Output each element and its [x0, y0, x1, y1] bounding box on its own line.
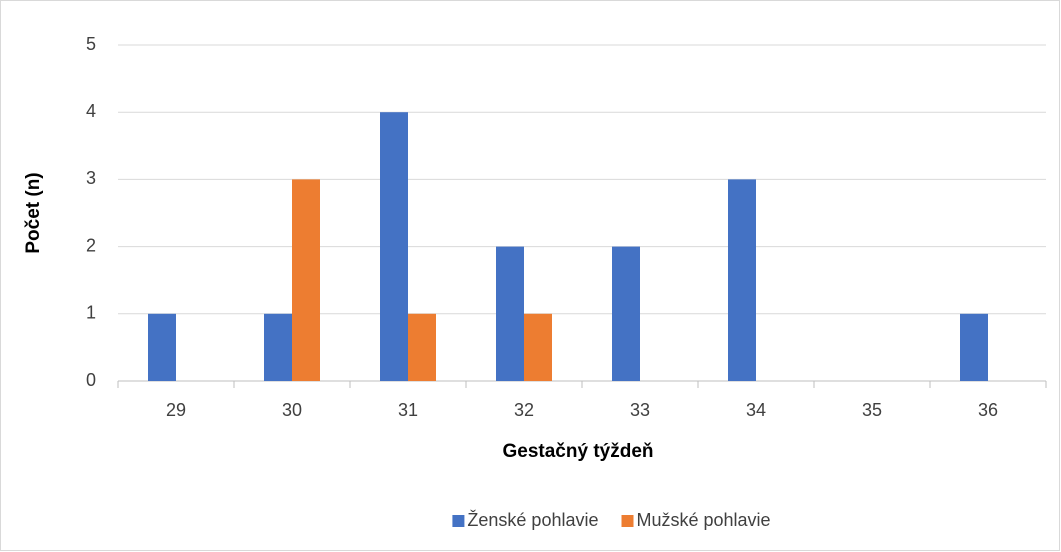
- y-tick-label: 2: [86, 235, 96, 255]
- bar: [292, 179, 320, 381]
- y-axis-title: Počet (n): [23, 172, 44, 253]
- y-tick-label: 3: [86, 168, 96, 188]
- bar: [408, 313, 436, 381]
- x-tick-label: 36: [978, 400, 998, 420]
- bar: [380, 112, 408, 381]
- x-tick-label: 35: [862, 400, 882, 420]
- bar: [524, 313, 552, 381]
- x-tick-label: 32: [514, 400, 534, 420]
- x-tick-label: 31: [398, 400, 418, 420]
- legend-swatch: [621, 515, 634, 527]
- x-tick-label: 33: [630, 400, 650, 420]
- x-tick-label: 30: [282, 400, 302, 420]
- bar: [612, 246, 640, 381]
- y-tick-label: 1: [86, 303, 96, 323]
- y-tick-label: 0: [86, 370, 96, 390]
- x-axis-title: Gestačný týždeň: [503, 441, 654, 462]
- legend-label: Ženské pohlavie: [467, 510, 598, 530]
- bar: [496, 246, 524, 381]
- y-tick-label: 5: [86, 34, 96, 54]
- y-tick-label: 4: [86, 101, 96, 121]
- bar: [264, 313, 292, 381]
- legend-swatch: [452, 515, 465, 527]
- bar: [148, 313, 176, 381]
- legend-label: Mužské pohlavie: [637, 510, 771, 530]
- bar: [728, 179, 756, 381]
- x-tick-label: 29: [166, 400, 186, 420]
- x-tick-label: 34: [746, 400, 766, 420]
- bar: [960, 313, 988, 381]
